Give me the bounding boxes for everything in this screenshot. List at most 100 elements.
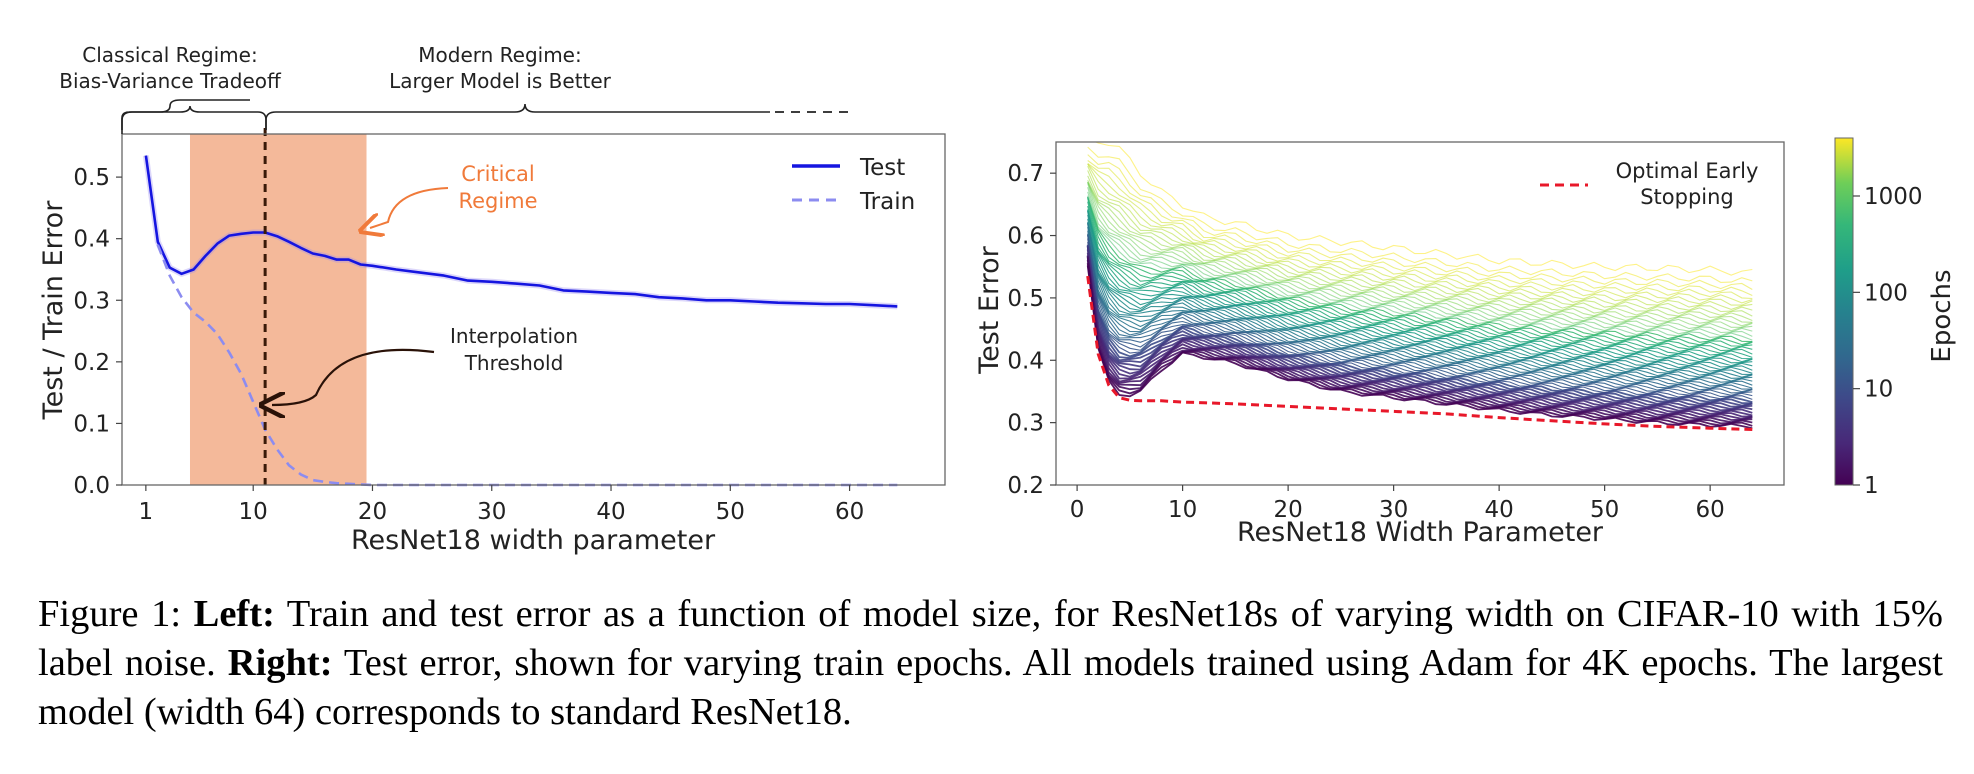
- left-y-tick-label: 0.0: [73, 473, 110, 499]
- right-plot-frame: [1055, 141, 1785, 486]
- right-y-tick-label: 0.4: [1007, 348, 1044, 374]
- modern-regime-brace: [265, 103, 770, 130]
- epoch-curve: [1087, 191, 1753, 337]
- epoch-curve: [1087, 181, 1753, 323]
- epoch-curve: [1087, 222, 1753, 378]
- right-x-tick-label: 50: [1590, 497, 1619, 523]
- right-x-tick-label: 20: [1273, 497, 1302, 523]
- epoch-curve: [1087, 165, 1753, 310]
- left-x-tick-label: 30: [477, 499, 506, 525]
- right-x-tick-label: 10: [1168, 497, 1197, 523]
- epoch-curve: [1087, 230, 1753, 386]
- left-legend: Test Train: [792, 155, 915, 215]
- epoch-curve: [1087, 187, 1753, 334]
- epoch-curve: [1086, 245, 1753, 404]
- caption-right-label: Right:: [227, 642, 333, 684]
- left-x-axis-label: ResNet18 width parameter: [351, 525, 716, 556]
- colorbar-tick-label: 1000: [1864, 184, 1923, 210]
- colorbar-tick-label: 10: [1864, 377, 1893, 403]
- left-x-tick-label: 50: [716, 499, 745, 525]
- colorbar-label: Epochs: [1927, 269, 1957, 362]
- epoch-curve: [1086, 246, 1753, 410]
- left-y-tick-label: 0.5: [73, 165, 110, 191]
- left-x-tick-label: 60: [835, 499, 864, 525]
- epoch-curve: [1087, 234, 1753, 390]
- interpolation-threshold-label-2: Threshold: [464, 351, 564, 375]
- right-x-tick-label: 0: [1070, 497, 1085, 523]
- optimal-early-stopping-line: [1086, 275, 1753, 431]
- left-y-tick-label: 0.4: [73, 227, 110, 253]
- left-y-tick-label: 0.2: [73, 350, 110, 376]
- right-y-tick-label: 0.2: [1007, 473, 1044, 499]
- modern-regime-label-1: Modern Regime:: [418, 43, 581, 67]
- test-error-line: [144, 155, 898, 308]
- epoch-curve: [1087, 146, 1753, 283]
- interpolation-threshold-arrow: [272, 348, 435, 405]
- epoch-curve: [1087, 223, 1753, 382]
- epoch-curve: [1087, 195, 1753, 341]
- regime-braces: [121, 99, 850, 134]
- critical-regime-label-1: Critical: [461, 162, 534, 186]
- right-y-tick-label: 0.6: [1007, 224, 1044, 250]
- epoch-curve: [1087, 196, 1753, 347]
- epoch-curve: [1087, 154, 1753, 290]
- epoch-curve: [1086, 252, 1753, 414]
- epoch-curve: [1087, 163, 1753, 306]
- right-y-tick-label: 0.7: [1007, 161, 1044, 187]
- left-y-axis-label: Test / Train Error: [38, 200, 69, 421]
- left-x-tick-label: 40: [596, 499, 625, 525]
- epoch-curve: [1087, 160, 1753, 297]
- caption-left-label: Left:: [193, 593, 275, 635]
- epoch-curve: [1087, 163, 1753, 304]
- epoch-curve: [1087, 241, 1753, 400]
- left-plot-frame: [121, 133, 946, 486]
- epoch-curve: [1087, 162, 1753, 300]
- classical-regime-brace: [121, 105, 267, 130]
- classical-regime-label-1: Classical Regime:: [82, 43, 257, 67]
- epoch-curve: [1087, 234, 1753, 394]
- epoch-curve: [1087, 170, 1753, 313]
- critical-regime-label-2: Regime: [458, 189, 537, 213]
- epoch-curve: [1087, 223, 1753, 375]
- epochs-colorbar: 1 10 100 1000 Epochs: [1834, 137, 1957, 499]
- right-x-axis-label: ResNet18 Width Parameter: [1237, 517, 1604, 548]
- left-x-tick-label: 10: [239, 499, 268, 525]
- epoch-curve: [1087, 181, 1753, 327]
- epoch-curve: [1087, 218, 1753, 371]
- left-chart: 1 10 20 30 40 50 60 0.0 0.1 0.2 0.3 0.4 0.5 ResNet1…: [38, 43, 946, 556]
- epoch-curve: [1087, 209, 1753, 358]
- figure: 1 10 20 30 40 50 60 0.0 0.1 0.2 0.3 0.4 0.5 ResNet1…: [38, 43, 1957, 556]
- epoch-curve: [1087, 235, 1753, 396]
- epoch-curve: [1087, 238, 1753, 398]
- right-x-tick-label: 30: [1379, 497, 1408, 523]
- modern-regime-label-2: Larger Model is Better: [389, 69, 612, 93]
- legend-optimal-early-stopping-label-1: Optimal Early: [1616, 159, 1759, 183]
- epoch-curve: [1087, 233, 1753, 389]
- epoch-curve: [1087, 214, 1753, 368]
- epoch-curve: [1087, 201, 1753, 352]
- left-x-tick-label: 1: [139, 499, 154, 525]
- right-y-tick-label: 0.5: [1007, 286, 1044, 312]
- right-y-tick-label: 0.3: [1007, 411, 1044, 437]
- epoch-curve: [1087, 181, 1753, 328]
- epoch-curve: [1087, 211, 1753, 367]
- epoch-curve: [1087, 210, 1753, 364]
- epoch-curve: [1087, 222, 1753, 379]
- epoch-curve: [1087, 198, 1753, 350]
- right-y-axis-label: Test Error: [974, 245, 1005, 374]
- epoch-curve: [1086, 262, 1753, 427]
- caption-prefix: Figure 1:: [38, 593, 182, 635]
- right-x-tick-label: 60: [1696, 497, 1725, 523]
- legend-test-label: Test: [859, 155, 905, 181]
- classical-regime-label-2: Bias-Variance Tradeoff: [59, 69, 282, 93]
- epoch-curve: [1087, 179, 1753, 322]
- epoch-curve: [1087, 226, 1753, 383]
- right-x-tick-label: 40: [1484, 497, 1513, 523]
- left-y-tick-label: 0.1: [73, 411, 110, 437]
- epoch-curve: [1087, 175, 1753, 317]
- critical-regime-arrow: [370, 187, 449, 228]
- epoch-curve: [1087, 183, 1753, 332]
- epoch-curve: [1087, 197, 1753, 343]
- colorbar-tick-label: 100: [1864, 280, 1908, 306]
- epoch-curve: [1087, 205, 1753, 355]
